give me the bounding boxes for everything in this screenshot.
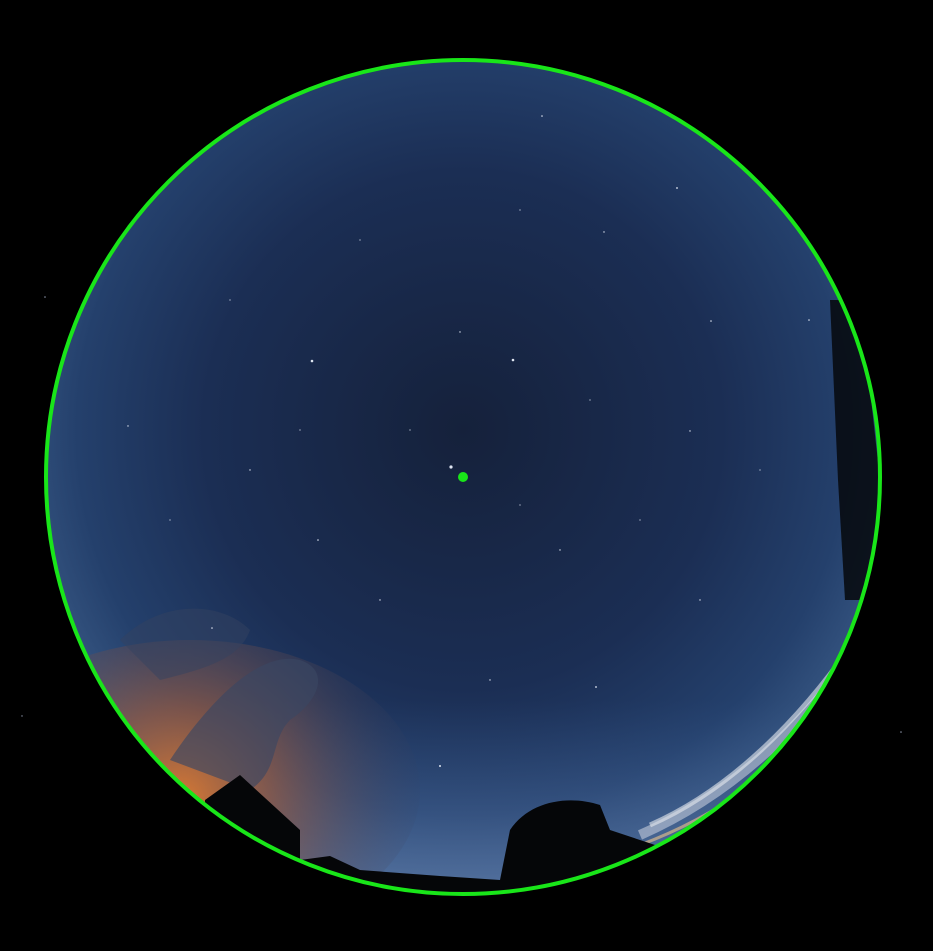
zenith-center-marker [458,472,468,482]
building-silhouette [200,775,700,894]
outer-star-specks [21,296,902,733]
cloud-band [170,658,319,790]
star-field [127,115,810,767]
cloud-band [120,608,250,680]
lens-boundary-circle [44,58,882,896]
